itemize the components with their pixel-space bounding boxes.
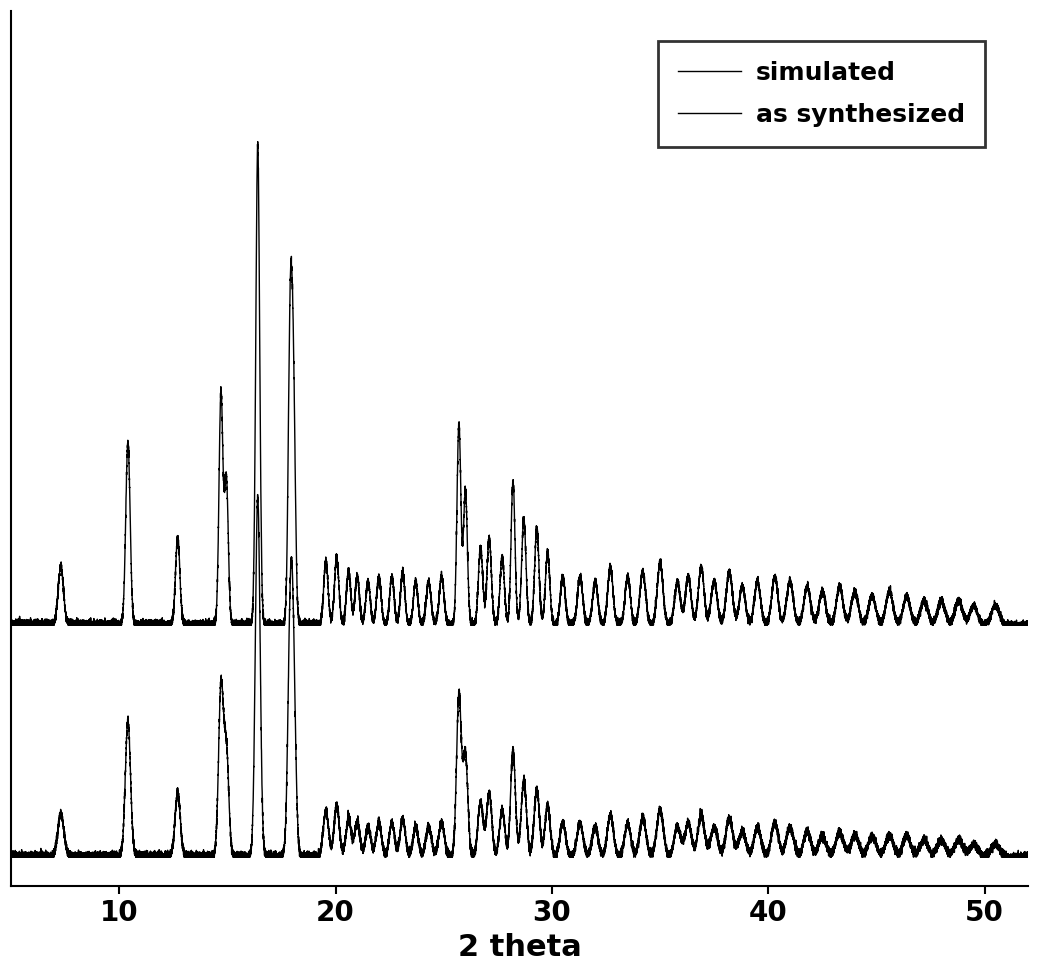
as synthesized — [1021, 849, 1034, 861]
as synthesized — [841, 847, 853, 858]
as synthesized — [111, 850, 124, 862]
simulated — [1021, 619, 1034, 631]
as synthesized — [12, 847, 25, 858]
X-axis label: 2 theta: 2 theta — [457, 933, 582, 962]
simulated — [560, 601, 572, 613]
as synthesized — [560, 837, 572, 848]
simulated — [251, 136, 264, 148]
Line: simulated: simulated — [11, 142, 1028, 625]
Line: as synthesized: as synthesized — [11, 494, 1028, 857]
as synthesized — [251, 488, 264, 500]
Legend: simulated, as synthesized: simulated, as synthesized — [659, 41, 985, 147]
simulated — [12, 618, 25, 630]
as synthesized — [566, 849, 579, 861]
as synthesized — [5, 851, 18, 863]
simulated — [842, 611, 854, 623]
simulated — [566, 617, 579, 629]
simulated — [524, 615, 536, 627]
simulated — [5, 617, 18, 629]
simulated — [5, 619, 18, 631]
simulated — [111, 617, 124, 629]
as synthesized — [524, 840, 536, 851]
